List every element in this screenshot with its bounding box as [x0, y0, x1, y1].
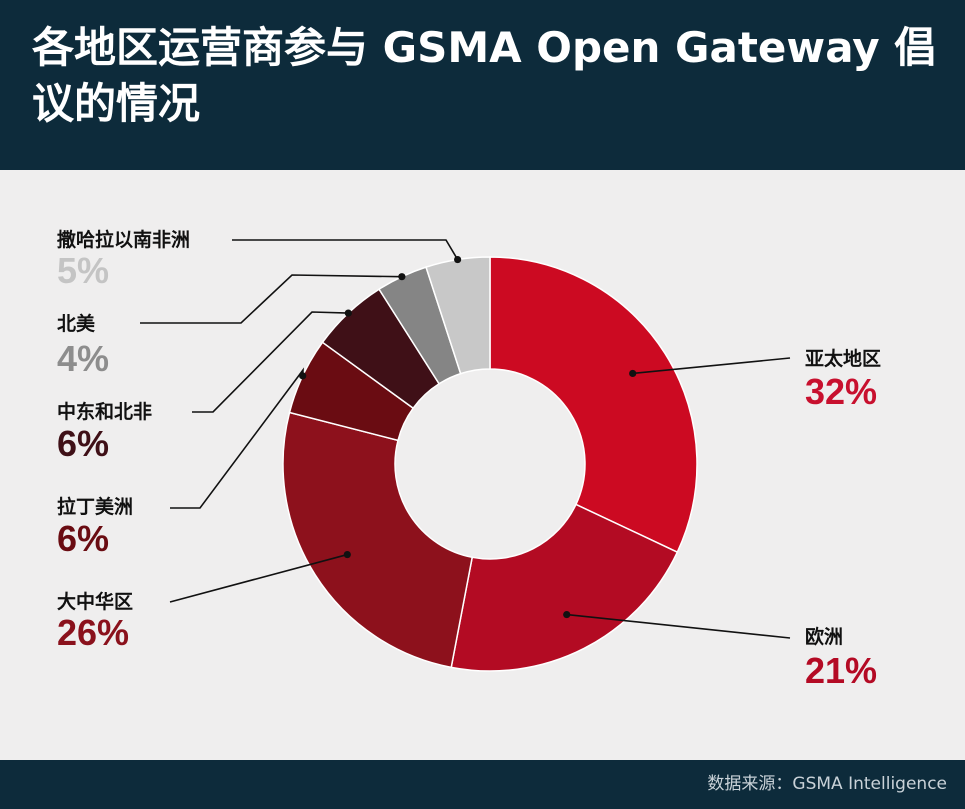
leader-dot-1 [563, 610, 571, 619]
donut-slices [282, 256, 698, 672]
slice-value-4: 6% [57, 423, 109, 464]
slice-value-0: 32% [805, 371, 877, 412]
leader-dot-6 [454, 255, 462, 264]
leader-line-3 [170, 367, 304, 509]
slice-label-4: 中东和北非 [57, 400, 152, 423]
leader-line-0 [632, 357, 791, 375]
chart-title: 各地区运营商参与 GSMA Open Gateway 倡议的情况 [32, 23, 937, 128]
slice-1 [450, 503, 679, 672]
slice-0 [489, 256, 698, 554]
slice-value-2: 26% [57, 612, 129, 653]
leader-line-5 [140, 274, 402, 324]
leader-line-2 [169, 553, 348, 603]
slice-label-2: 大中华区 [57, 590, 133, 613]
slice-label-1: 欧洲 [805, 625, 843, 648]
slice-value-1: 21% [805, 650, 877, 691]
leader-dot-3 [299, 372, 307, 380]
slice-6 [425, 256, 491, 375]
slice-value-5: 4% [57, 338, 109, 379]
leader-line-1 [566, 613, 791, 639]
leader-dot-4 [344, 309, 352, 317]
slice-label-0: 亚太地区 [805, 347, 881, 370]
header-bar: 各地区运营商参与 GSMA Open Gateway 倡议的情况 [0, 0, 965, 170]
leader-line-6 [232, 239, 459, 260]
slice-value-6: 5% [57, 250, 109, 291]
slice-2 [282, 411, 474, 669]
slice-labels: 亚太地区32%欧洲21%大中华区26%拉丁美洲6%中东和北非6%北美4%撒哈拉以… [57, 228, 881, 691]
footer-bar: 数据来源：GSMA Intelligence [0, 760, 965, 809]
leader-dot-0 [629, 369, 637, 378]
data-source: 数据来源：GSMA Intelligence [707, 774, 947, 794]
slice-value-3: 6% [57, 518, 109, 559]
slice-label-3: 拉丁美洲 [57, 495, 133, 518]
leader-dot-2 [343, 550, 351, 559]
slice-label-5: 北美 [57, 312, 96, 335]
leader-dot-5 [398, 273, 406, 281]
leader-line-4 [192, 311, 349, 413]
slice-label-6: 撒哈拉以南非洲 [57, 228, 190, 251]
